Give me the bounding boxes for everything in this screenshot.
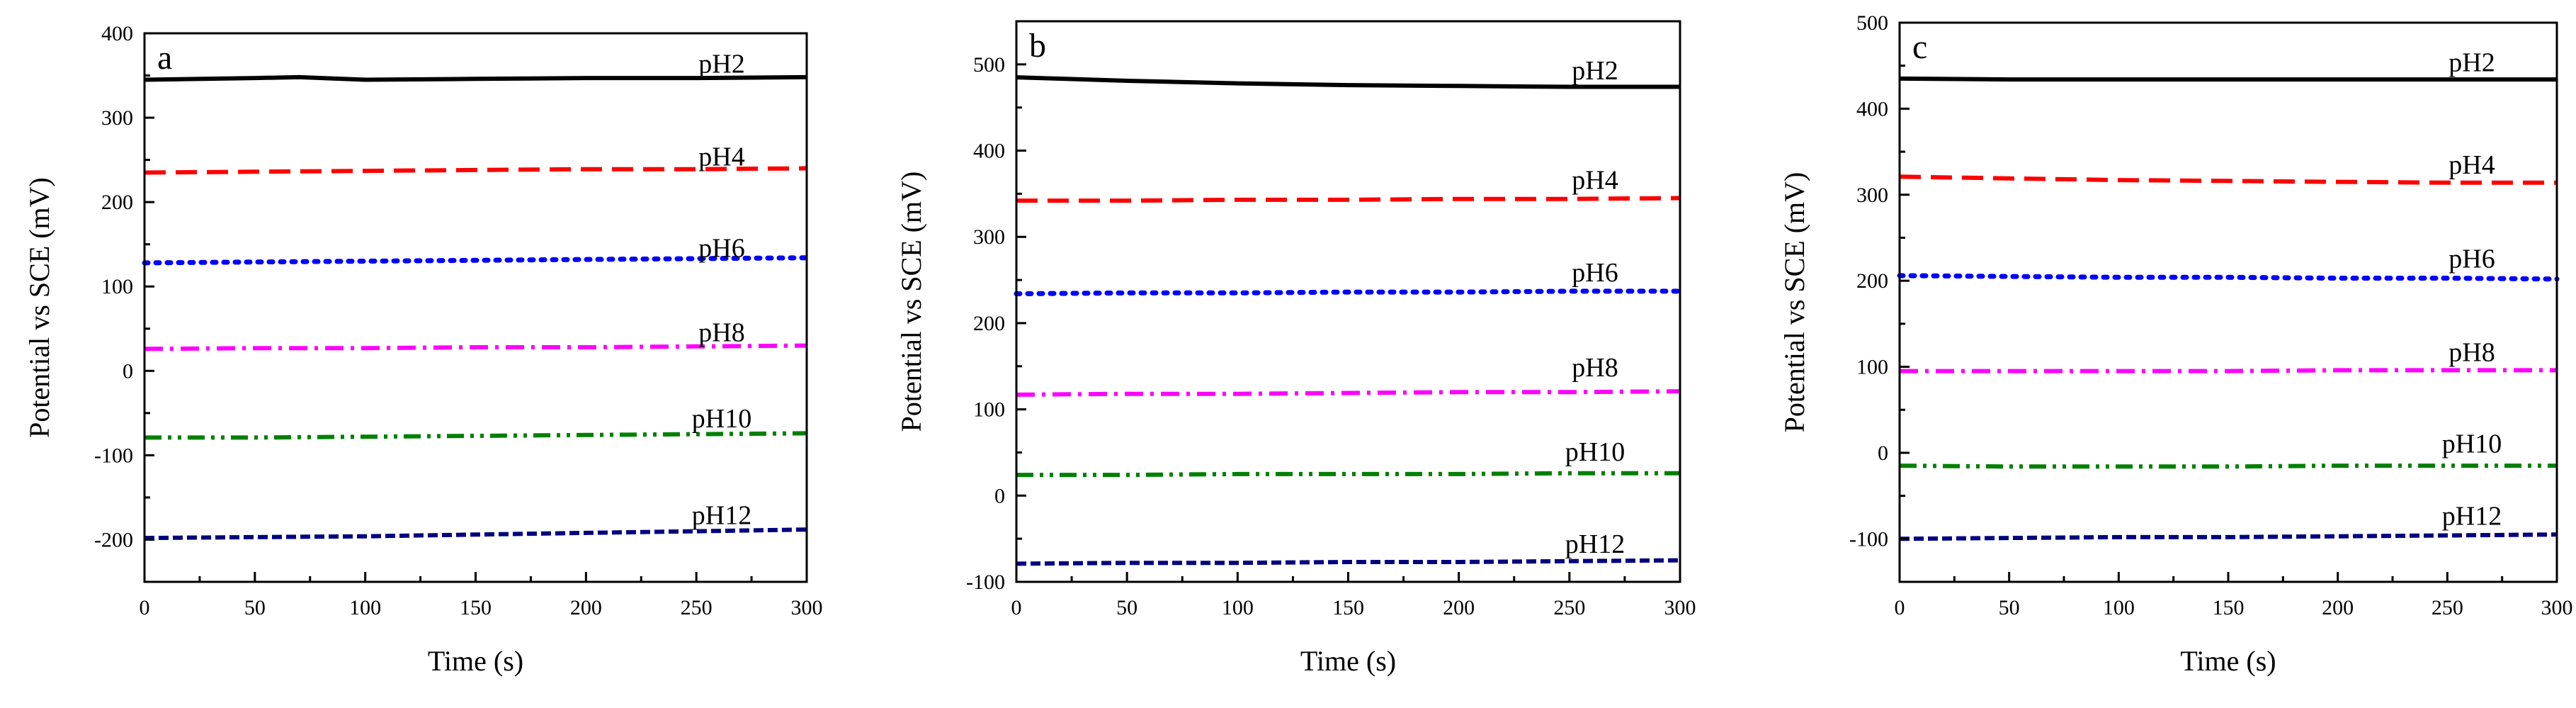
series-line-ph10: [1016, 471, 1680, 478]
series-label-ph8: pH8: [698, 318, 744, 347]
panel-label: a: [157, 39, 172, 77]
series-label-ph2: pH2: [1572, 56, 1618, 86]
x-tick-label: 300: [791, 596, 823, 619]
y-tick-label: 300: [1856, 184, 1888, 207]
y-tick-label: 200: [1856, 269, 1888, 293]
x-tick-label: 50: [1116, 596, 1137, 619]
y-tick-label: 200: [101, 191, 133, 214]
series-label-ph4: pH4: [1572, 166, 1618, 196]
y-tick-label: 100: [973, 398, 1005, 422]
y-tick-label: 500: [1856, 11, 1888, 35]
series-label-ph10: pH10: [2442, 429, 2502, 459]
series-label-ph2: pH2: [2449, 48, 2495, 78]
series-label-ph4: pH4: [698, 142, 744, 172]
y-tick-label: 300: [101, 106, 133, 130]
series-line-ph8: [1016, 389, 1681, 397]
series-label-ph8: pH8: [1572, 353, 1618, 383]
panel-label: b: [1029, 27, 1046, 64]
series-line-ph10: [144, 431, 807, 440]
series-label-ph10: pH10: [692, 404, 751, 434]
plot-frame: [1898, 21, 2558, 583]
y-tick-label: 400: [101, 22, 133, 45]
x-tick-label: 100: [2103, 596, 2135, 619]
series-line-ph4: [1899, 174, 2557, 185]
series-label-ph12: pH12: [692, 501, 751, 531]
y-axis-title: Potential vs SCE (mV): [895, 172, 927, 432]
series-label-ph10: pH10: [1565, 437, 1625, 467]
x-tick-label: 200: [1443, 596, 1475, 619]
series-line-ph2: [1016, 75, 1680, 89]
x-tick-label: 50: [244, 596, 266, 619]
y-tick-label: -100: [1849, 527, 1888, 551]
y-tick-label: -200: [94, 528, 133, 551]
x-tick-label: 300: [2541, 596, 2573, 619]
series-label-ph12: pH12: [2442, 501, 2502, 531]
x-tick-label: 150: [2213, 596, 2245, 619]
series-line-ph12: [144, 527, 807, 541]
series-label-ph6: pH6: [1572, 258, 1618, 288]
y-tick-label: 100: [1856, 356, 1888, 379]
x-tick-label: 0: [1011, 596, 1022, 619]
series-line-ph4: [1016, 196, 1681, 203]
x-tick-label: 150: [460, 596, 492, 619]
series-label-ph4: pH4: [2449, 150, 2495, 180]
series-label-ph2: pH2: [698, 50, 744, 79]
x-tick-label: 100: [1222, 596, 1254, 619]
y-tick-label: 0: [1878, 442, 1888, 465]
x-tick-label: 250: [1553, 596, 1585, 619]
y-tick-label: 0: [123, 359, 133, 383]
series-label-ph12: pH12: [1565, 529, 1625, 559]
series-label-ph6: pH6: [698, 233, 744, 263]
x-tick-label: 0: [1895, 596, 1905, 619]
y-tick-label: -100: [94, 444, 133, 467]
chart-panel-c: 0 50 100 150 200 250 300 -100 0 100 200 300 400 500 Ti…: [1778, 11, 2573, 677]
x-tick-label: 150: [1332, 596, 1364, 619]
chart-panel-b: 0 50 100 150 200 250 300 -100 0 100 200 300 400 500 Ti…: [895, 20, 1696, 677]
series-line-ph6: [1014, 288, 1683, 296]
y-tick-label: 300: [973, 225, 1005, 249]
series-line-ph6: [1897, 273, 2560, 282]
y-tick-label: 400: [973, 140, 1005, 163]
y-axis-title: Potential vs SCE (mV): [1778, 172, 1810, 433]
y-tick-label: -100: [966, 571, 1005, 594]
series-line-ph12: [1016, 558, 1681, 566]
y-tick-label: 0: [994, 484, 1005, 507]
series-line-ph4: [144, 166, 807, 175]
x-tick-label: 300: [1664, 596, 1696, 619]
y-tick-label: 400: [1856, 97, 1888, 120]
plot-frame: [1015, 20, 1681, 583]
y-tick-label: 500: [973, 53, 1005, 77]
chart-panel-a: 0 50 100 150 200 250 300 -200 -100 0 100 200 300 400 T…: [23, 22, 823, 677]
x-tick-label: 100: [349, 596, 381, 619]
x-tick-label: 0: [140, 596, 150, 619]
x-tick-label: 200: [570, 596, 602, 619]
y-tick-label: 200: [973, 312, 1005, 335]
x-axis-title: Time (s): [428, 645, 523, 677]
x-tick-label: 250: [2432, 596, 2463, 619]
series-label-ph6: pH6: [2449, 244, 2495, 274]
x-tick-label: 50: [1999, 596, 2020, 619]
x-tick-label: 200: [2322, 596, 2354, 619]
plot-frame: [143, 32, 808, 583]
series-line-ph8: [1900, 368, 2557, 373]
series-line-ph12: [1899, 532, 2558, 541]
x-tick-label: 250: [681, 596, 713, 619]
series-line-ph8: [144, 343, 807, 352]
x-axis-title: Time (s): [2180, 645, 2276, 677]
panel-label: c: [1912, 28, 1927, 66]
series-line-ph6: [142, 255, 810, 266]
y-axis-title: Potential vs SCE (mV): [23, 177, 55, 438]
series-line-ph2: [144, 74, 807, 82]
y-tick-label: 100: [101, 275, 133, 298]
series-label-ph8: pH8: [2449, 338, 2495, 368]
x-axis-title: Time (s): [1300, 645, 1396, 677]
